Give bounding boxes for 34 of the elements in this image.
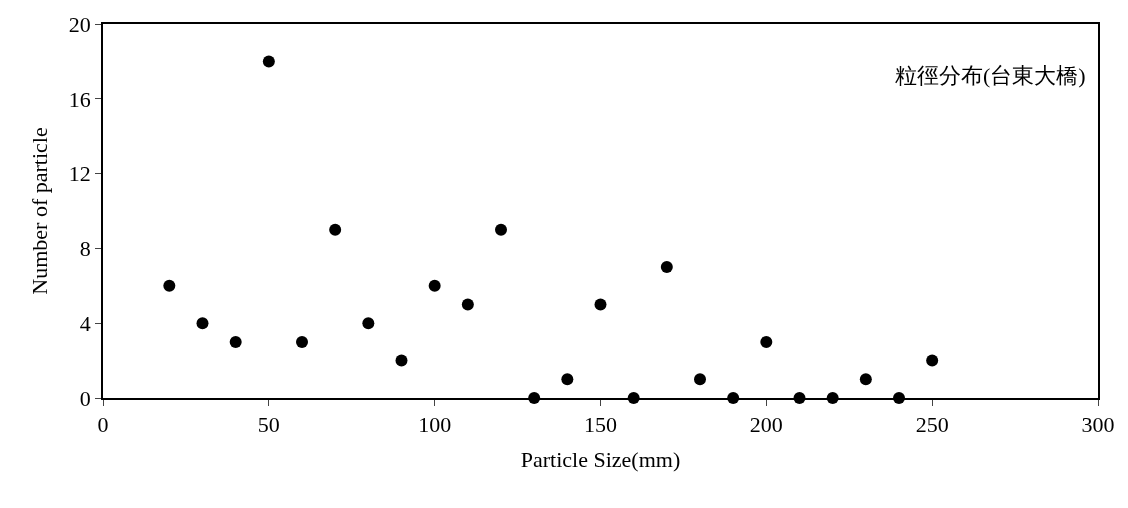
y-tick-label: 8 bbox=[79, 236, 91, 262]
point bbox=[329, 223, 342, 236]
point bbox=[760, 335, 773, 348]
point bbox=[395, 354, 408, 367]
point bbox=[362, 317, 375, 330]
point bbox=[594, 298, 607, 311]
point bbox=[229, 335, 242, 348]
x-tick-label: 150 bbox=[584, 412, 617, 438]
point bbox=[461, 298, 474, 311]
point bbox=[495, 223, 507, 236]
point bbox=[428, 279, 441, 292]
point bbox=[296, 335, 308, 348]
point bbox=[561, 373, 574, 386]
x-tick-label: 100 bbox=[418, 412, 452, 438]
y-axis-title: Number of particle bbox=[27, 127, 53, 295]
y-tick-label: 0 bbox=[79, 385, 91, 411]
y-tick-label: 4 bbox=[79, 310, 91, 336]
x-tick-label: 250 bbox=[915, 412, 949, 438]
y-tick-label: 12 bbox=[68, 161, 91, 187]
point bbox=[926, 354, 939, 367]
point bbox=[660, 261, 673, 274]
point bbox=[196, 317, 209, 330]
annotation: 粒徑分布(台東大橋) bbox=[895, 63, 1086, 88]
point bbox=[694, 373, 706, 386]
point bbox=[262, 55, 275, 68]
x-axis-title: Particle Size(mm) bbox=[520, 446, 681, 472]
x-tick-label: 0 bbox=[97, 412, 109, 438]
x-tick-label: 300 bbox=[1081, 412, 1115, 438]
point bbox=[163, 279, 176, 292]
x-tick-label: 50 bbox=[257, 412, 280, 438]
x-tick-label: 200 bbox=[749, 412, 783, 438]
y-tick-label: 16 bbox=[68, 86, 91, 112]
y-tick-label: 20 bbox=[68, 11, 91, 37]
point bbox=[859, 373, 872, 386]
